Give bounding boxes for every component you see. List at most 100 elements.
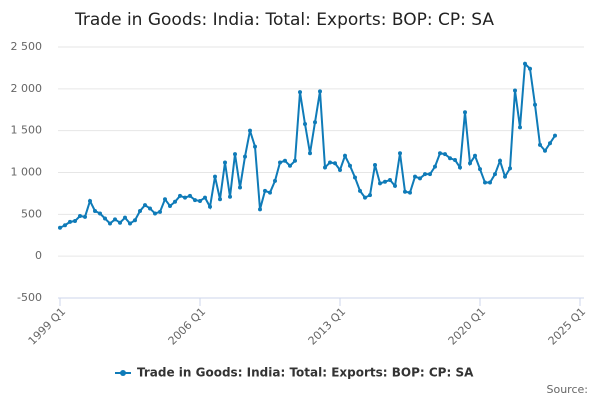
point bbox=[153, 211, 157, 216]
point bbox=[123, 215, 127, 220]
point bbox=[323, 165, 327, 170]
point bbox=[413, 174, 417, 179]
legend-marker bbox=[120, 370, 126, 376]
point bbox=[513, 88, 517, 93]
point bbox=[328, 160, 332, 165]
point bbox=[203, 195, 207, 200]
point bbox=[283, 158, 287, 163]
point bbox=[183, 195, 187, 200]
point bbox=[188, 193, 192, 198]
point bbox=[403, 189, 407, 194]
point bbox=[473, 153, 477, 158]
point bbox=[443, 152, 447, 157]
point bbox=[483, 180, 487, 185]
point bbox=[68, 219, 72, 224]
point bbox=[553, 133, 557, 138]
point bbox=[298, 90, 302, 95]
point bbox=[168, 203, 172, 208]
legend-label: Trade in Goods: India: Total: Exports: B… bbox=[137, 366, 474, 380]
point bbox=[238, 185, 242, 190]
point bbox=[333, 161, 337, 166]
point bbox=[158, 209, 162, 214]
point bbox=[303, 121, 307, 126]
point bbox=[173, 199, 177, 204]
point bbox=[418, 176, 422, 181]
point bbox=[378, 181, 382, 186]
point bbox=[138, 208, 142, 213]
point bbox=[313, 120, 317, 125]
point bbox=[163, 197, 167, 202]
point bbox=[318, 89, 322, 94]
y-tick-label: 1 500 bbox=[11, 124, 43, 137]
point bbox=[233, 152, 237, 157]
x-tick-label: 1999 Q1 bbox=[26, 305, 69, 348]
point bbox=[308, 151, 312, 156]
point bbox=[493, 172, 497, 177]
point bbox=[208, 204, 212, 209]
point bbox=[503, 174, 507, 179]
point bbox=[258, 207, 262, 212]
point bbox=[243, 154, 247, 159]
y-tick-label: 0 bbox=[35, 249, 42, 262]
x-tick-label: 2020 Q1 bbox=[446, 305, 489, 348]
point bbox=[268, 190, 272, 195]
point bbox=[128, 221, 132, 226]
point bbox=[193, 198, 197, 203]
point bbox=[348, 163, 352, 168]
point bbox=[353, 175, 357, 180]
point bbox=[278, 160, 282, 165]
point bbox=[533, 102, 537, 107]
x-tick-label: 2025 Q1 bbox=[546, 305, 589, 348]
point bbox=[393, 183, 397, 188]
point bbox=[423, 172, 427, 177]
chart-title: Trade in Goods: India: Total: Exports: B… bbox=[74, 10, 494, 30]
point bbox=[438, 151, 442, 156]
point bbox=[88, 198, 92, 203]
point bbox=[463, 110, 467, 115]
point bbox=[433, 164, 437, 169]
point bbox=[388, 178, 392, 183]
point bbox=[368, 193, 372, 198]
y-tick-label: -500 bbox=[17, 291, 42, 304]
point bbox=[428, 172, 432, 177]
point bbox=[488, 180, 492, 185]
point bbox=[373, 162, 377, 167]
point bbox=[508, 166, 512, 171]
y-tick-label: 2 000 bbox=[11, 82, 43, 95]
point bbox=[478, 167, 482, 172]
point bbox=[178, 193, 182, 198]
y-tick-label: 2 500 bbox=[11, 40, 43, 53]
y-tick-label: 1 000 bbox=[11, 166, 43, 179]
point bbox=[518, 125, 522, 130]
point bbox=[253, 144, 257, 149]
x-tick-label: 2013 Q1 bbox=[306, 305, 349, 348]
point bbox=[363, 195, 367, 200]
point bbox=[288, 163, 292, 168]
point bbox=[228, 194, 232, 199]
point bbox=[78, 214, 82, 219]
point bbox=[248, 128, 252, 133]
point bbox=[538, 142, 542, 147]
point bbox=[358, 188, 362, 193]
point bbox=[98, 211, 102, 216]
point bbox=[528, 66, 532, 71]
point bbox=[523, 61, 527, 66]
source: Source: bbox=[547, 383, 589, 396]
point bbox=[113, 217, 117, 222]
point bbox=[83, 214, 87, 219]
point bbox=[263, 188, 267, 193]
point bbox=[73, 219, 77, 224]
point bbox=[343, 153, 347, 158]
point bbox=[93, 208, 97, 213]
point bbox=[58, 225, 62, 230]
point bbox=[448, 156, 452, 161]
point bbox=[548, 141, 552, 146]
point bbox=[143, 203, 147, 208]
point bbox=[148, 206, 152, 211]
point bbox=[293, 158, 297, 163]
series-line bbox=[59, 61, 556, 229]
point bbox=[543, 148, 547, 153]
point bbox=[223, 160, 227, 165]
point bbox=[408, 190, 412, 195]
point bbox=[108, 221, 112, 226]
